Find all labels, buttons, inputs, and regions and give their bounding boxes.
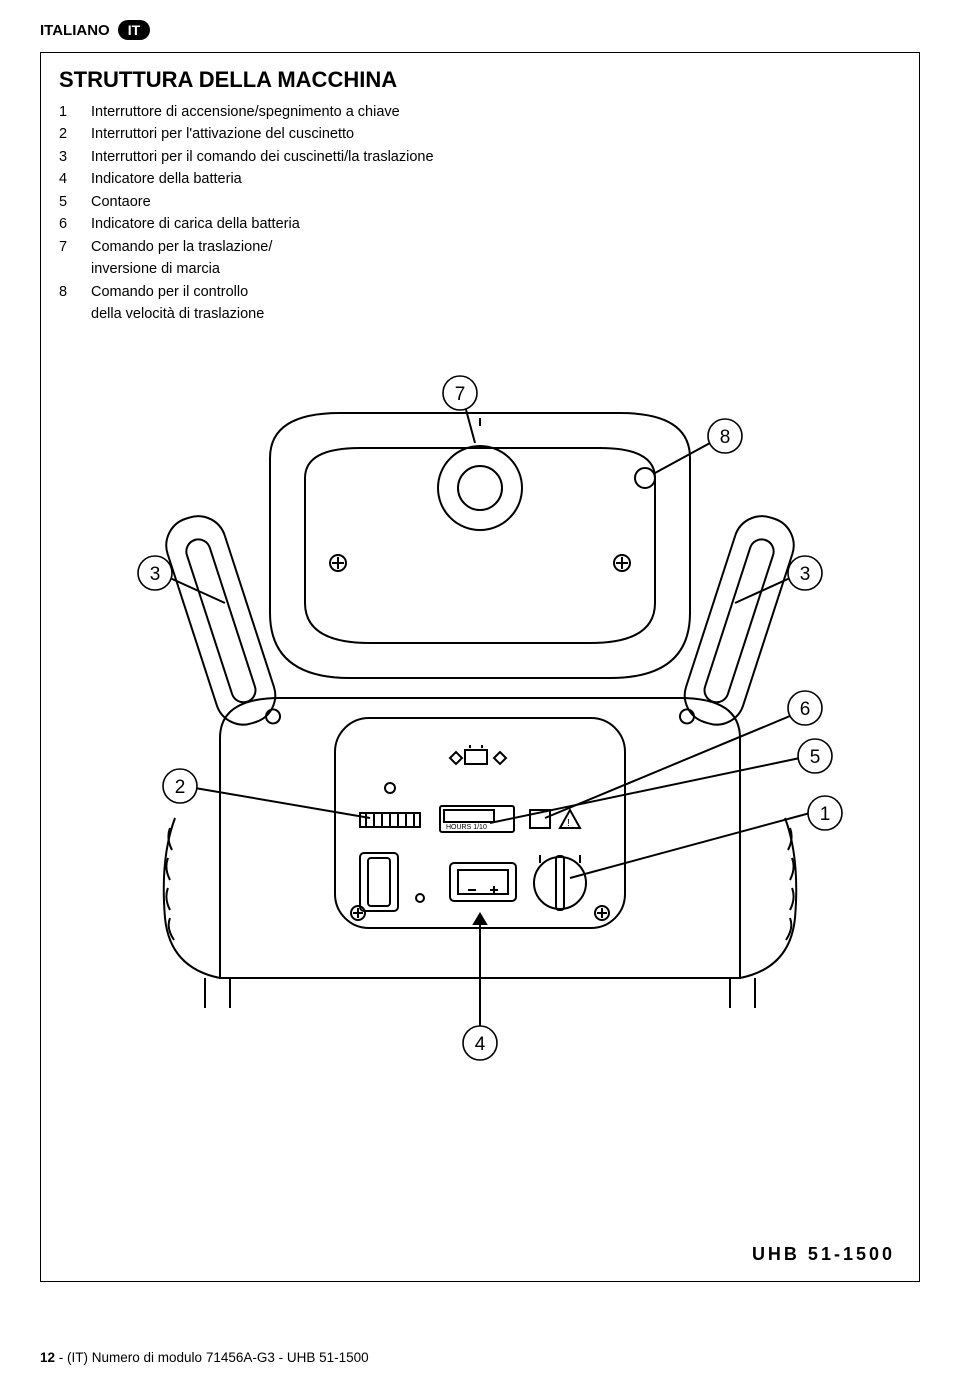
- callout-1: 1: [820, 804, 831, 825]
- list-item: 1 Interruttore di accensione/spegnimento …: [59, 101, 901, 123]
- item-number: 2: [59, 123, 73, 145]
- page-number: 12: [40, 1350, 55, 1365]
- item-number: 1: [59, 101, 73, 123]
- item-number: 8: [59, 281, 73, 303]
- list-item: 7 Comando per la traslazione/: [59, 236, 901, 258]
- callout-3-left: 3: [150, 564, 161, 585]
- list-item-sub: inversione di marcia: [91, 258, 901, 280]
- list-item: 2 Interruttori per l'attivazione del cusc…: [59, 123, 901, 145]
- item-text: Interruttori per l'attivazione del cusci…: [91, 123, 354, 145]
- item-number: 4: [59, 168, 73, 190]
- callout-8: 8: [720, 427, 731, 448]
- content-panel: STRUTTURA DELLA MACCHINA 1 Interruttore d…: [40, 52, 920, 1282]
- callout-4: 4: [475, 1034, 486, 1055]
- model-label: UHB 51-1500: [752, 1244, 895, 1265]
- item-text: Comando per la traslazione/: [91, 236, 272, 258]
- list-item: 8 Comando per il controllo: [59, 281, 901, 303]
- svg-text:!: !: [567, 818, 570, 829]
- list-item: 4 Indicatore della batteria: [59, 168, 901, 190]
- footer-text: - (IT) Numero di modulo 71456A-G3 - UHB …: [55, 1350, 369, 1365]
- page-footer: 12 - (IT) Numero di modulo 71456A-G3 - U…: [40, 1350, 369, 1365]
- callout-3-right: 3: [800, 564, 811, 585]
- callout-5: 5: [810, 747, 821, 768]
- item-text: Interruttori per il comando dei cuscinet…: [91, 146, 434, 168]
- item-number: 7: [59, 236, 73, 258]
- language-badge: IT: [118, 20, 150, 40]
- item-text: Comando per il controllo: [91, 281, 248, 303]
- language-label: ITALIANO: [40, 22, 110, 39]
- list-item: 5 Contaore: [59, 191, 901, 213]
- item-number: 3: [59, 146, 73, 168]
- machine-diagram: HOURS 1/10 !: [41, 358, 919, 1078]
- svg-text:HOURS 1/10: HOURS 1/10: [446, 824, 487, 831]
- callout-7: 7: [455, 384, 466, 405]
- item-text: Contaore: [91, 191, 151, 213]
- callout-2: 2: [175, 777, 186, 798]
- callout-6: 6: [800, 699, 811, 720]
- parts-list: 1 Interruttore di accensione/spegnimento …: [59, 101, 901, 326]
- item-text: Indicatore di carica della batteria: [91, 213, 300, 235]
- item-number: 6: [59, 213, 73, 235]
- item-number: 5: [59, 191, 73, 213]
- list-item: 6 Indicatore di carica della batteria: [59, 213, 901, 235]
- item-text: Indicatore della batteria: [91, 168, 242, 190]
- list-item-sub: della velocità di traslazione: [91, 303, 901, 325]
- section-title: STRUTTURA DELLA MACCHINA: [59, 67, 901, 93]
- item-text: Interruttore di accensione/spegnimento a…: [91, 101, 400, 123]
- list-item: 3 Interruttori per il comando dei cuscine…: [59, 146, 901, 168]
